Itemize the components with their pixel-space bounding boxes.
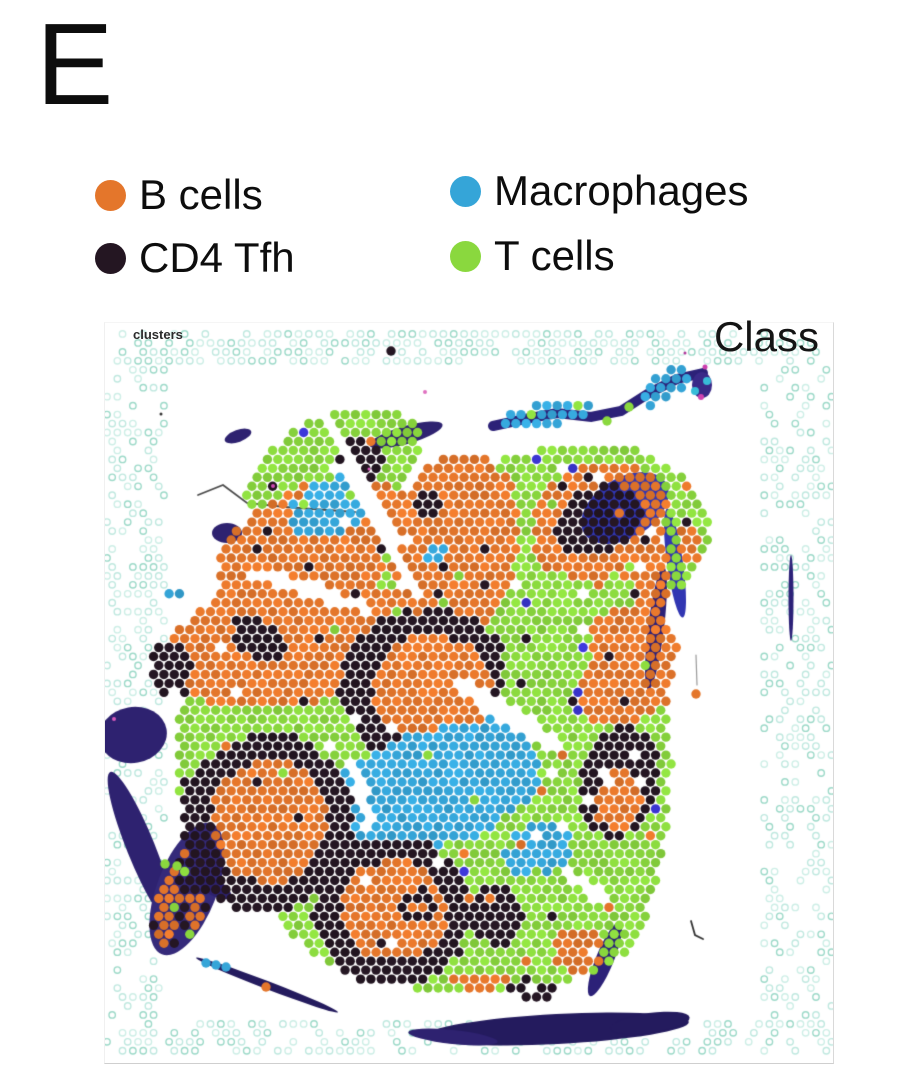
spatial-plot-canvas [105, 323, 833, 1063]
legend-swatch-macrophages-icon [450, 175, 481, 207]
legend: B cells CD4 Tfh Macrophages T cells [0, 0, 912, 290]
legend-swatch-t-cells-icon [450, 240, 481, 272]
legend-item-b-cells: B cells [95, 171, 263, 219]
clusters-overlay-label: clusters [133, 327, 183, 342]
class-title-label: Class [713, 313, 819, 360]
legend-swatch-cd4-tfh-icon [95, 242, 126, 274]
legend-label-t-cells: T cells [494, 232, 615, 279]
legend-item-macrophages: Macrophages [450, 167, 748, 215]
legend-label-macrophages: Macrophages [494, 167, 749, 214]
spatial-plot: clusters Class [104, 313, 834, 1064]
legend-item-cd4-tfh: CD4 Tfh [95, 234, 295, 282]
legend-item-t-cells: T cells [450, 232, 615, 280]
legend-label-cd4-tfh: CD4 Tfh [139, 234, 295, 281]
legend-label-b-cells: B cells [139, 171, 263, 218]
legend-swatch-b-cells-icon [95, 179, 126, 211]
panel-label: E [36, 0, 114, 129]
